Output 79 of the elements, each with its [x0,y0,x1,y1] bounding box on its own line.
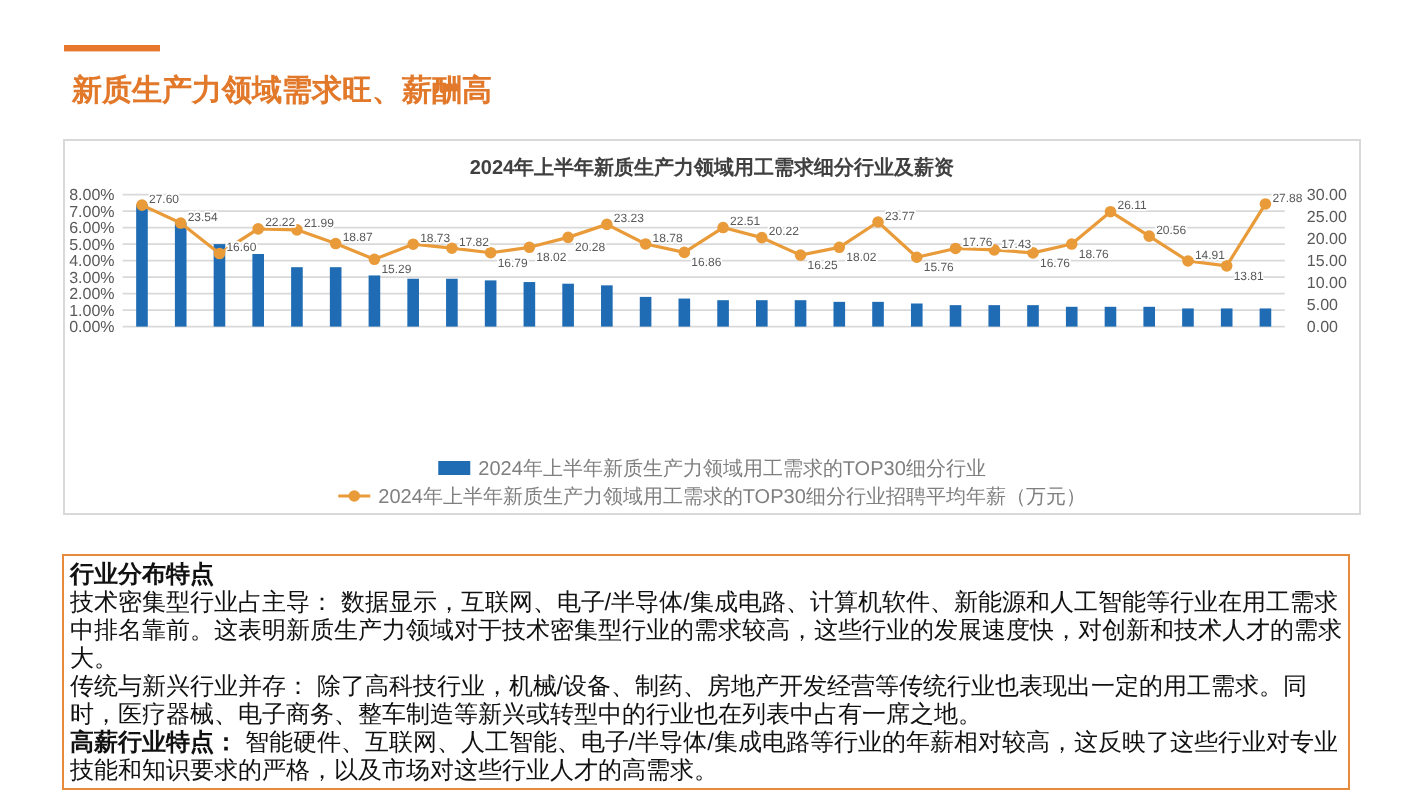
point [1259,198,1272,210]
bar [639,296,652,327]
text: 2.00% [69,285,115,304]
point [756,231,768,244]
text: 0.00% [69,318,115,337]
bar [1143,306,1156,327]
point [368,253,381,266]
text: 0.00 [1306,318,1338,337]
bar [1182,308,1194,327]
bar [562,283,574,327]
chart-subtitle: 2024年上半年新质生产力领域用工需求细分行业及薪资 [469,156,955,180]
bar [717,300,729,327]
point [988,244,1001,256]
point [446,242,458,254]
bar [484,280,497,327]
bar [910,303,923,327]
text: 5.00 [1306,296,1338,315]
point [833,241,846,254]
text: 1.00% [69,301,115,320]
bar [1104,306,1117,327]
text: 15.00 [1306,252,1347,271]
bar [678,298,691,327]
point [678,246,691,259]
point [213,247,226,260]
text: 30.00 [1306,186,1347,205]
bar [794,300,807,327]
point [523,241,536,254]
bar [872,301,884,327]
point [1027,247,1039,259]
bar [756,300,768,327]
text: 10.00 [1306,274,1347,293]
bar [1259,308,1272,327]
text: 5.00% [69,235,115,254]
bar [368,275,381,327]
legend-label: 2024年上半年新质生产力领域用工需求的TOP30细分行业 [478,457,986,482]
point [407,238,419,250]
point [562,231,574,244]
bar [291,267,303,327]
bar [407,278,419,327]
legend-label: 2024年上半年新质生产力领域用工需求的TOP30细分行业招聘平均年薪（万元） [378,485,1086,510]
point [329,237,342,250]
point [794,249,807,261]
text: 4.00% [69,252,115,271]
point [601,218,613,231]
bar [949,305,962,327]
chart-title: 新质生产力领域需求旺、薪酬高 [70,72,492,108]
text: 20.00 [1306,230,1347,249]
bar [329,267,342,327]
bar [601,285,613,327]
bar [833,301,846,327]
bar [136,204,148,327]
point [136,199,148,211]
bar [1027,305,1039,327]
point [252,223,264,235]
point [1220,260,1233,272]
point [639,238,652,250]
point [1143,230,1156,242]
bar [252,254,264,327]
point [717,221,729,234]
text: 8.00% [69,186,115,205]
point [484,246,497,259]
text: 25.00 [1306,208,1347,227]
bar [1065,306,1078,327]
point [949,242,962,255]
point [1182,255,1194,267]
point [174,217,187,229]
point [872,216,884,228]
bar [1220,308,1233,327]
text: 3.00% [69,268,115,287]
bar [174,222,187,327]
text: 7.00% [69,202,115,221]
point [910,251,923,264]
text: 6.00% [69,219,115,238]
notes: 行业分布特点 技术密集型行业占主导： 数据显示，互联网、电子/半导体/集成电路、计算机软件、新能源和人工智能等行业在用工需求中排名靠前。这表明新质生产力领域对于技术密集型行业的需求较高，这些行业的发展速度快，对创新和技术人才的需求大。 传统与新兴行业并存： 除了高科技行业，机械/设备、制药、房地产开发经营等传统行业也表现出一定的用工需求。同时，医疗器械、电子商务、整车制造等新兴或转型中的行业也在列表中占有一席之地。 高薪行业特点： 智能硬件、互联网、人工智能、电子/半导体/集成电路等行业的年薪相对较高，这反映了这些行业对专业技能和知识要求的严格，以及市场对这些行业人才的高需求。 [62,554,1350,790]
point [1104,205,1117,218]
bar [446,278,458,327]
point [1065,238,1078,250]
bar [988,305,1001,327]
bar [523,282,536,327]
